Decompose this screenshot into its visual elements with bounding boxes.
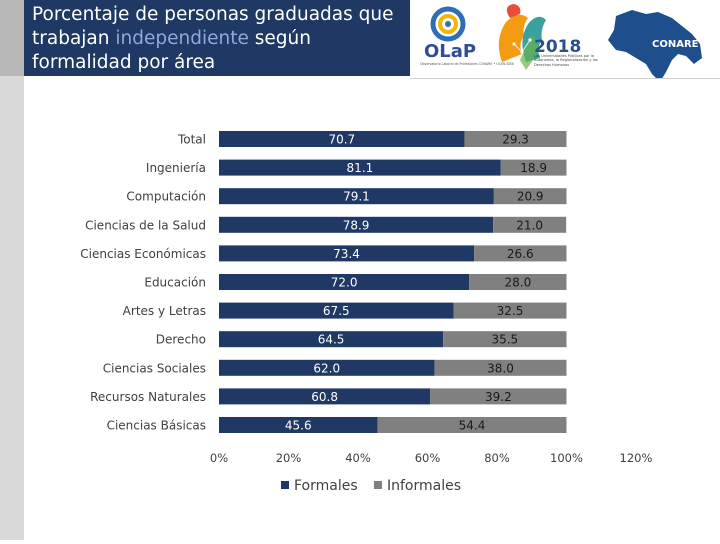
legend-label-formales: Formales <box>294 478 358 494</box>
bar-formales <box>219 417 378 433</box>
olap-logo-text: OLaP <box>424 41 476 62</box>
data-label-formales: 67.5 <box>323 304 350 318</box>
bar-formales <box>219 159 501 176</box>
banner-campaign-text: Las Universidades Públicas por la Autono… <box>534 54 598 67</box>
x-tick-label: 40% <box>345 451 371 465</box>
category-label: Ciencias Económicas <box>80 247 206 261</box>
data-label-informales: 32.5 <box>497 304 524 318</box>
bar-formales <box>219 388 431 405</box>
x-tick-label: 0% <box>210 451 228 465</box>
data-label-formales: 78.9 <box>343 218 370 232</box>
data-label-informales: 29.3 <box>502 133 529 147</box>
left-decorative-strip <box>0 0 24 540</box>
data-label-formales: 73.4 <box>333 247 360 261</box>
data-label-formales: 45.6 <box>285 419 312 433</box>
banner-year: 2018 <box>534 37 581 57</box>
data-label-informales: 26.6 <box>507 247 534 261</box>
data-label-informales: 54.4 <box>459 419 486 433</box>
data-label-formales: 81.1 <box>347 161 374 175</box>
data-label-informales: 20.9 <box>517 190 544 204</box>
data-label-formales: 64.5 <box>318 333 345 347</box>
data-label-formales: 72.0 <box>331 276 358 290</box>
x-tick-label: 100% <box>550 451 583 465</box>
costa-rica-map-icon <box>608 10 702 82</box>
faces-graphic-icon <box>498 4 546 70</box>
bar-formales <box>219 331 444 348</box>
title-highlight: independiente <box>115 28 249 49</box>
bar-informales <box>493 216 567 233</box>
category-label: Artes y Letras <box>123 304 206 318</box>
title-part-1: Porcentaje de personas graduadas que tra… <box>32 4 394 49</box>
data-label-formales: 70.7 <box>328 133 355 147</box>
data-label-formales: 60.8 <box>311 390 338 404</box>
institutional-banner: OLaP Observatorio Laboral de Profesiones… <box>410 0 720 82</box>
bar-informales <box>377 417 567 433</box>
data-label-formales: 79.1 <box>343 190 370 204</box>
category-label: Derecho <box>156 333 206 347</box>
data-label-informales: 18.9 <box>520 161 547 175</box>
x-tick-label: 120% <box>620 451 653 465</box>
category-label: Ingeniería <box>146 161 206 175</box>
legend-swatch-formales <box>281 481 289 489</box>
data-label-informales: 21.0 <box>516 218 543 232</box>
bar-formales <box>219 131 465 147</box>
legend-label-informales: Informales <box>387 478 461 494</box>
bar-informales <box>434 359 567 376</box>
category-label: Educación <box>144 276 206 290</box>
banner-campaign-box: Las Universidades Públicas por la Autono… <box>534 54 598 67</box>
bar-formales <box>219 274 470 290</box>
data-label-formales: 62.0 <box>313 361 340 375</box>
bar-informales <box>430 388 567 405</box>
data-label-informales: 28.0 <box>504 276 531 290</box>
olap-subtitle: Observatorio Laboral de Profesiones CONA… <box>420 62 514 66</box>
olap-logo: OLaP Observatorio Laboral de Profesiones… <box>420 6 514 66</box>
x-tick-label: 60% <box>415 451 441 465</box>
title-part-2: según formalidad por área <box>32 28 311 73</box>
bar-formales <box>219 188 494 205</box>
x-tick-label: 80% <box>484 451 510 465</box>
bar-informales <box>443 331 567 348</box>
x-tick-label: 20% <box>276 451 302 465</box>
bar-informales <box>469 274 567 290</box>
data-label-informales: 39.2 <box>485 390 512 404</box>
bar-informales <box>474 245 567 262</box>
data-label-informales: 35.5 <box>491 333 518 347</box>
category-label: Ciencias Sociales <box>103 361 206 375</box>
bar-informales <box>453 302 567 319</box>
category-label: Recursos Naturales <box>90 390 206 404</box>
bar-informales <box>500 159 567 176</box>
category-label: Computación <box>126 190 206 204</box>
slide-title: Porcentaje de personas graduadas que tra… <box>32 3 402 75</box>
data-label-informales: 38.0 <box>487 361 514 375</box>
legend-swatch-informales <box>374 481 382 489</box>
title-panel <box>24 0 410 76</box>
top-left-decorative-block <box>0 0 24 76</box>
category-label: Ciencias de la Salud <box>85 218 206 232</box>
category-label: Total <box>177 133 206 147</box>
bar-formales <box>219 245 475 262</box>
bar-informales <box>493 188 567 205</box>
bar-formales <box>219 216 494 233</box>
bar-formales <box>219 359 435 376</box>
banner-graphic: OLaP Observatorio Laboral de Profesiones… <box>420 4 702 82</box>
bar-formales <box>219 302 454 319</box>
conare-label: CONARE <box>652 39 699 50</box>
bar-informales <box>464 131 567 147</box>
category-label: Ciencias Básicas <box>107 419 206 433</box>
